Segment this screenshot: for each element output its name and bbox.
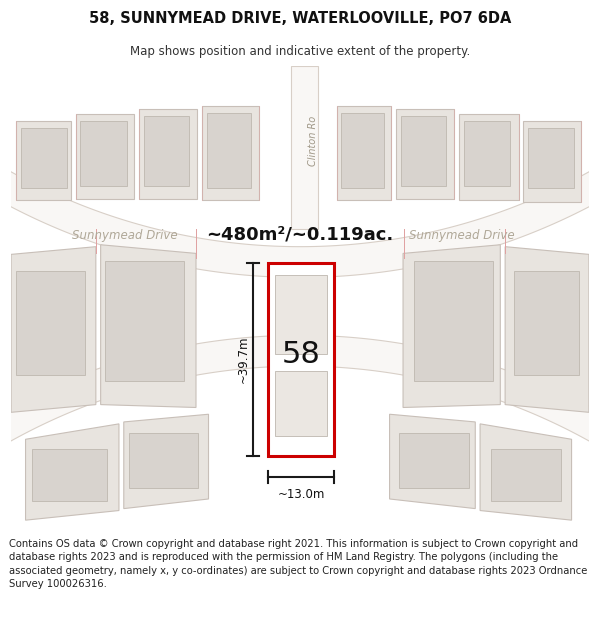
Polygon shape	[480, 424, 572, 520]
Polygon shape	[0, 156, 600, 278]
Bar	[16, 271, 85, 375]
Bar	[106, 261, 184, 381]
Polygon shape	[397, 109, 454, 199]
Bar	[528, 128, 574, 188]
Text: Sunnymead Drive: Sunnymead Drive	[409, 229, 515, 242]
Bar	[464, 121, 510, 186]
Bar	[144, 116, 189, 186]
Polygon shape	[202, 106, 259, 201]
Text: Sunnymead Drive: Sunnymead Drive	[72, 229, 178, 242]
Text: Map shows position and indicative extent of the property.: Map shows position and indicative extent…	[130, 45, 470, 58]
Polygon shape	[0, 335, 600, 456]
Bar	[341, 112, 384, 188]
Bar	[275, 274, 327, 354]
Bar	[514, 271, 579, 375]
Bar	[268, 263, 334, 456]
Text: ~39.7m: ~39.7m	[236, 336, 250, 383]
Polygon shape	[139, 109, 197, 199]
Polygon shape	[76, 114, 134, 199]
Bar	[399, 434, 469, 488]
Bar	[413, 261, 493, 381]
Text: Clinton Ro: Clinton Ro	[308, 116, 317, 166]
Bar	[401, 116, 446, 186]
Bar	[32, 449, 107, 501]
Text: ~480m²/~0.119ac.: ~480m²/~0.119ac.	[206, 225, 394, 243]
Polygon shape	[11, 247, 96, 412]
Bar	[292, 66, 318, 229]
Bar	[491, 449, 561, 501]
Bar	[128, 434, 198, 488]
Polygon shape	[124, 414, 209, 509]
Polygon shape	[389, 414, 475, 509]
Bar	[206, 112, 251, 188]
Polygon shape	[26, 424, 119, 520]
Bar	[80, 121, 127, 186]
Polygon shape	[459, 114, 518, 201]
Text: ~13.0m: ~13.0m	[277, 488, 325, 501]
Polygon shape	[101, 245, 196, 408]
Polygon shape	[337, 106, 391, 201]
Polygon shape	[403, 245, 500, 408]
Text: 58: 58	[281, 340, 320, 369]
Bar	[21, 128, 67, 188]
Text: 58, SUNNYMEAD DRIVE, WATERLOOVILLE, PO7 6DA: 58, SUNNYMEAD DRIVE, WATERLOOVILLE, PO7 …	[89, 11, 511, 26]
Text: Contains OS data © Crown copyright and database right 2021. This information is : Contains OS data © Crown copyright and d…	[9, 539, 587, 589]
Polygon shape	[505, 247, 589, 412]
Polygon shape	[523, 121, 581, 202]
Polygon shape	[16, 121, 71, 201]
Bar	[275, 371, 327, 436]
